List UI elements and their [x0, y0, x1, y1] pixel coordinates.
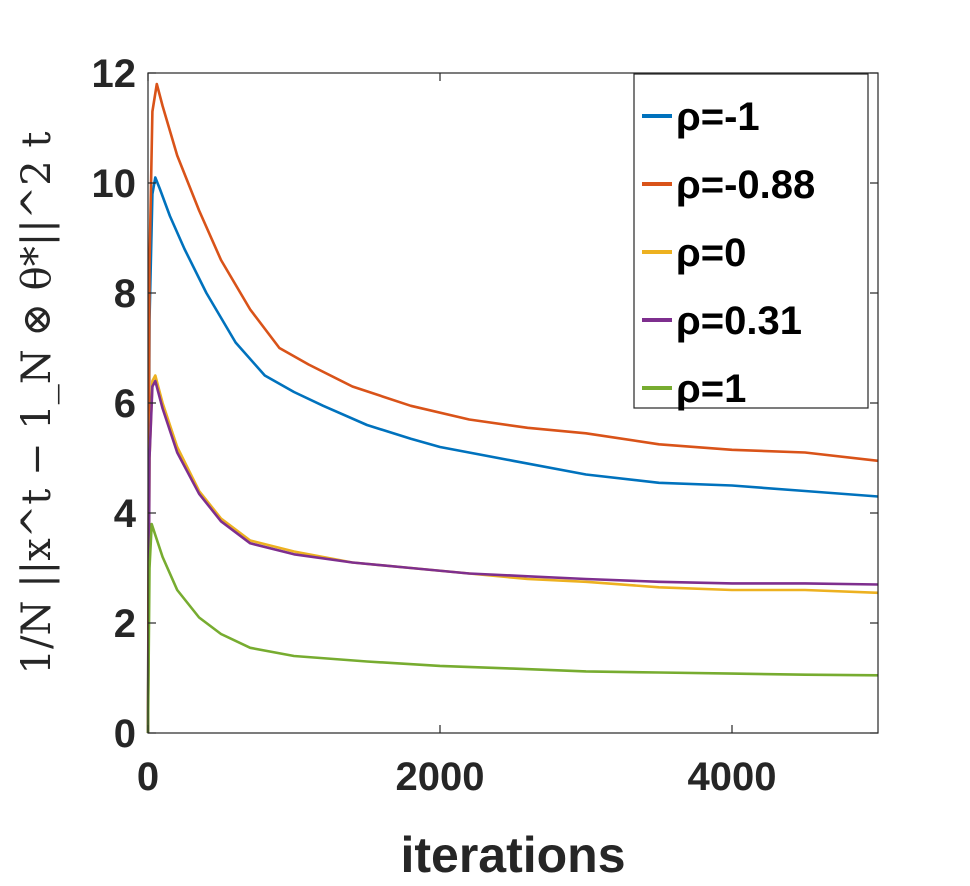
series-layer: [146, 82, 879, 734]
x-axis-label: iterations: [400, 827, 625, 883]
y-tick-label: 4: [114, 492, 137, 536]
series-line-2: [146, 374, 879, 734]
ticks-layer: 0 2000 4000 0 2 4 6 8 10 12: [92, 52, 878, 799]
y-tick-label: 10: [92, 162, 137, 206]
series-line-1: [146, 82, 879, 734]
x-tick-label: 0: [137, 755, 159, 799]
y-tick-label: 0: [114, 712, 136, 756]
legend-label-2: ρ=0: [676, 231, 746, 275]
y-tick-label: 8: [114, 272, 136, 316]
legend: ρ=-1 ρ=-0.88 ρ=0 ρ=0.31 ρ=1: [633, 73, 869, 411]
legend-box: [633, 73, 869, 409]
y-tick-label: 12: [92, 52, 137, 96]
legend-label-4: ρ=1: [676, 367, 746, 411]
y-tick-label: 6: [114, 382, 136, 426]
legend-label-1: ρ=-0.88: [676, 163, 815, 207]
y-axis-label: 1/N ||x^t − 1_N ⊗ θ*||^2 t 1/N ||x^t − 1…: [14, 132, 60, 675]
legend-label-3: ρ=0.31: [676, 299, 802, 343]
x-tick-label: 2000: [396, 755, 485, 799]
series-line-3: [146, 379, 879, 734]
legend-label-0: ρ=-1: [676, 95, 760, 139]
y-axis-label-rendered: 1/N ||x^t − 1_N ⊗ θ*||^2 t: [14, 132, 60, 675]
y-tick-label: 2: [114, 602, 136, 646]
x-tick-label: 4000: [688, 755, 777, 799]
series-line-4: [146, 522, 879, 734]
series-line-0: [146, 176, 879, 734]
